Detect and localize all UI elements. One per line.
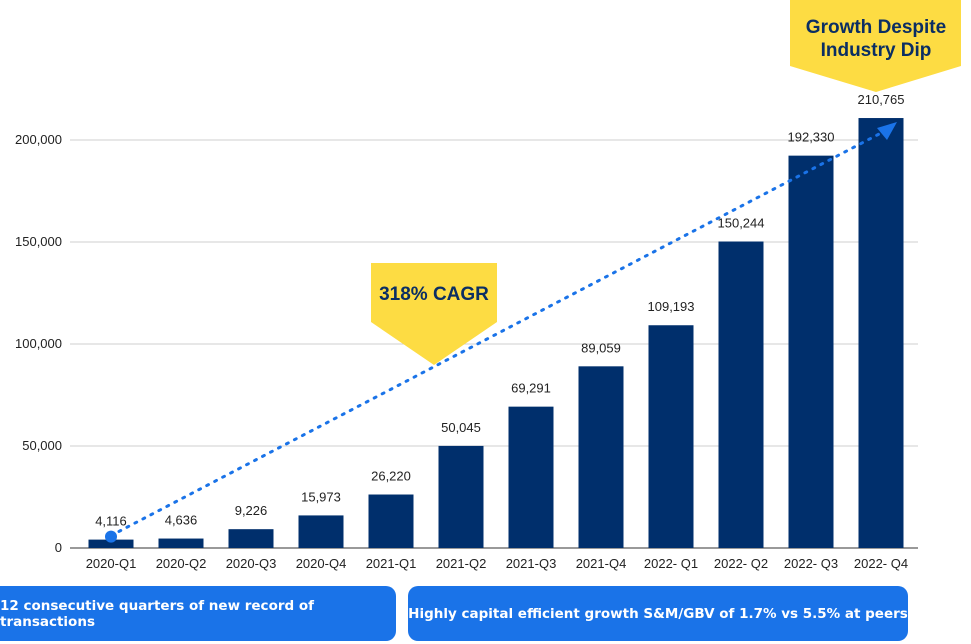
bar [788, 155, 834, 549]
data-label: 210,765 [858, 92, 905, 107]
y-tick-label: 200,000 [15, 132, 62, 147]
x-tick-label: 2021-Q3 [506, 556, 557, 571]
data-label: 15,973 [301, 489, 341, 504]
data-label: 4,116 [95, 514, 127, 529]
bar [438, 445, 484, 548]
y-tick-label: 150,000 [15, 234, 62, 249]
growth-callout-text: Growth Despite [806, 17, 946, 38]
data-label: 26,220 [371, 469, 411, 484]
bar-chart: 0 50,000 100,000 150,000 200,000 4,116 2020-Q1… [15, 0, 961, 571]
x-tick-label: 2022- Q3 [784, 556, 838, 571]
bar [88, 539, 134, 548]
cagr-callout-shape [371, 263, 497, 365]
x-tick-label: 2022- Q4 [854, 556, 908, 571]
data-label: 150,244 [718, 216, 765, 231]
bar [578, 366, 624, 548]
footer-left-pill: 12 consecutive quarters of new record of… [0, 586, 396, 641]
data-label: 192,330 [788, 130, 835, 145]
data-label: 109,193 [648, 299, 695, 314]
growth-callout-shape [790, 0, 961, 92]
bar [858, 118, 904, 548]
data-label: 9,226 [235, 503, 268, 518]
trendline [109, 130, 885, 538]
bar [718, 241, 764, 548]
bar [368, 494, 414, 548]
y-tick-label: 0 [55, 540, 62, 555]
data-label: 50,045 [441, 420, 481, 435]
data-label: 89,059 [581, 340, 621, 355]
bar [228, 529, 274, 548]
growth-callout-text: Industry Dip [821, 40, 932, 61]
x-tick-label: 2022- Q2 [714, 556, 768, 571]
bar [648, 325, 694, 548]
data-label: 4,636 [165, 513, 198, 528]
footer-right-pill: Highly capital efficient growth S&M/GBV … [408, 586, 908, 641]
bar [298, 515, 344, 548]
y-tick-label: 50,000 [22, 438, 62, 453]
x-tick-label: 2020-Q2 [156, 556, 207, 571]
x-tick-label: 2022- Q1 [644, 556, 698, 571]
x-tick-label: 2021-Q4 [576, 556, 627, 571]
bar [158, 538, 204, 548]
x-tick-label: 2020-Q4 [296, 556, 347, 571]
x-tick-label: 2020-Q3 [226, 556, 277, 571]
trendline-arrowhead [877, 122, 897, 140]
bar [508, 406, 554, 548]
trendline-start-dot [105, 530, 117, 543]
y-tick-label: 100,000 [15, 336, 62, 351]
x-tick-label: 2021-Q1 [366, 556, 417, 571]
x-tick-label: 2020-Q1 [86, 556, 137, 571]
x-tick-label: 2021-Q2 [436, 556, 487, 571]
cagr-callout-text: 318% CAGR [379, 284, 489, 305]
data-label: 69,291 [511, 381, 551, 396]
